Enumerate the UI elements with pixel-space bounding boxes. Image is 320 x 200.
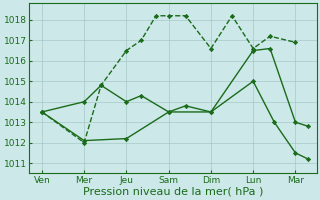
X-axis label: Pression niveau de la mer( hPa ): Pression niveau de la mer( hPa ) [83, 187, 263, 197]
